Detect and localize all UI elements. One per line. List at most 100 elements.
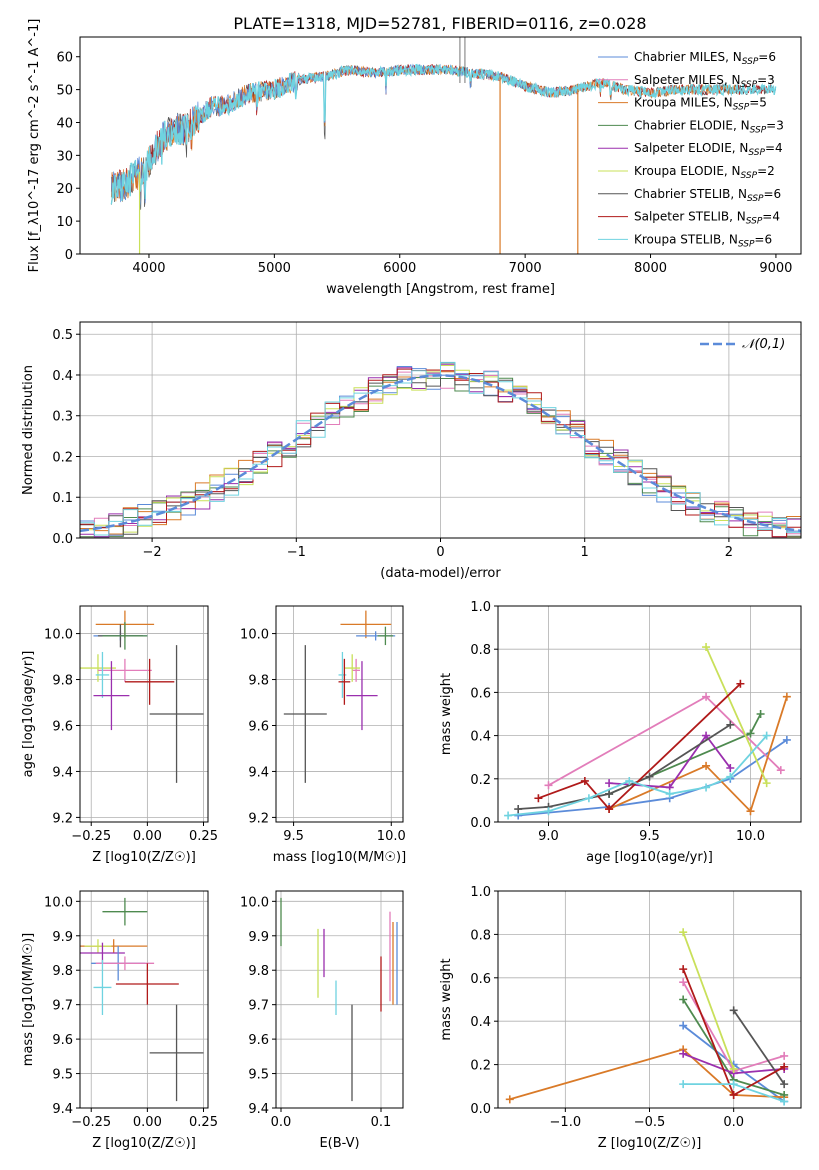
y-axis-label: Flux [f_λ10^-17 erg cm^-2 s^-1 A^-1] <box>27 19 42 273</box>
x-tick-label: 10.0 <box>377 829 406 844</box>
y-axis-label: mass weight <box>439 958 454 1040</box>
errorbar-kroupa_elodie <box>344 654 361 682</box>
weights-chabrier_stelib <box>729 1006 789 1089</box>
plot-area <box>110 37 777 254</box>
plot-area <box>80 610 204 783</box>
weights-marker <box>762 779 771 788</box>
errorbar-salpeter_miles <box>97 658 152 682</box>
y-tick-label: 0.3 <box>52 410 73 425</box>
y-tick-label: 9.4 <box>52 765 73 780</box>
y-tick-label: 0.0 <box>52 532 73 547</box>
x-tick-label: 0 <box>436 545 444 560</box>
weights-line <box>548 695 782 787</box>
weights-kroupa_elodie <box>702 643 771 788</box>
weights-line <box>508 735 768 817</box>
y-tick-label: 9.6 <box>248 1033 269 1048</box>
x-axis-label: (data-model)/error <box>380 566 501 581</box>
weights-marker <box>584 794 593 803</box>
errorbar-kroupa_stelib <box>93 959 112 1015</box>
y-tick-label: 9.6 <box>52 1033 73 1048</box>
weights-marker <box>746 729 755 738</box>
y-tick-label: 0.2 <box>470 1059 491 1074</box>
weights-line <box>509 1048 785 1101</box>
chart-ebv_mass: 0.0 0.1 9.4 9.5 9.6 9.7 9.8 9.9 10.0 E(B-V) <box>240 890 404 1151</box>
x-axis-label: Z [log10(Z/Z☉)] <box>598 1136 702 1151</box>
y-axis-label: age [log10(age/yr)] <box>21 651 36 778</box>
y-tick-label: 9.8 <box>248 964 269 979</box>
x-tick-label: 0.25 <box>189 829 218 844</box>
x-tick-label: 0.1 <box>371 1115 392 1130</box>
weights-marker <box>736 679 745 688</box>
y-tick-label: 9.4 <box>52 1102 73 1117</box>
errorbar-kroupa_elodie <box>80 654 116 682</box>
weights-marker <box>780 1097 789 1106</box>
weights-line <box>518 724 731 810</box>
weights-marker <box>729 1080 738 1089</box>
weights-marker <box>702 783 711 792</box>
x-tick-label: −2 <box>143 545 162 560</box>
axes-frame <box>275 605 404 823</box>
errorbar-salpeter_elodie <box>93 661 130 731</box>
x-axis-label: Z [log10(Z/Z☉)] <box>92 850 196 865</box>
chart-age_weight: 9.0 9.5 10.0 0.0 0.2 0.4 0.6 0.8 1.0 age [log10(a… <box>439 600 802 865</box>
weights-marker <box>679 995 688 1004</box>
y-tick-label: 0.6 <box>470 972 491 987</box>
weights-marker <box>746 807 755 816</box>
weights-marker <box>505 1095 514 1104</box>
legend-label-salpeter_stelib: Salpeter STELIB, NSSP=4 <box>634 210 780 227</box>
x-tick-label: 9.0 <box>538 829 559 844</box>
weights-marker <box>780 1062 789 1071</box>
errorbar-kroupa_stelib <box>95 651 110 698</box>
weights-marker <box>782 735 791 744</box>
plot-area <box>280 897 398 1102</box>
y-tick-label: 9.4 <box>248 1102 269 1117</box>
x-axis-label: E(B-V) <box>319 1136 359 1151</box>
weights-salpeter_elodie <box>605 731 735 792</box>
y-tick-label: 0.1 <box>52 491 73 506</box>
weights-marker <box>726 772 735 781</box>
errorbar-salpeter_elodie <box>346 661 378 731</box>
weights-marker <box>726 764 735 772</box>
plot-area <box>505 928 789 1106</box>
errorbar-kroupa_stelib <box>338 651 347 698</box>
x-tick-label: 8000 <box>634 261 667 276</box>
x-tick-label: 0.00 <box>133 829 162 844</box>
weights-marker <box>679 1021 688 1030</box>
plot-area <box>80 897 204 1102</box>
legend-label-kroupa_stelib: Kroupa STELIB, NSSP=6 <box>634 232 772 249</box>
x-tick-label: 4000 <box>132 261 165 276</box>
x-tick-label: −1 <box>287 545 306 560</box>
errorbar-kroupa_elodie <box>84 939 112 953</box>
y-tick-label: 0.0 <box>470 1102 491 1117</box>
y-tick-label: 1.0 <box>470 600 491 615</box>
weights-marker <box>605 789 614 798</box>
errorbar-chabrier_elodie <box>102 622 148 650</box>
figure-title: PLATE=1318, MJD=52781, FIBERID=0116, z=0… <box>233 14 646 33</box>
x-tick-label: 0.0 <box>723 1115 744 1130</box>
x-tick-label: −1.0 <box>550 1115 582 1130</box>
y-tick-label: 0.0 <box>470 816 491 831</box>
y-tick-label: 20 <box>56 182 73 197</box>
legend-label-chabrier_stelib: Chabrier STELIB, NSSP=6 <box>634 187 781 204</box>
axes-frame <box>79 605 209 823</box>
axes-frame <box>79 36 802 255</box>
normal-curve <box>80 374 801 533</box>
y-tick-label: 9.8 <box>248 674 269 689</box>
y-tick-label: 0.5 <box>52 328 73 343</box>
weights-marker <box>762 731 771 740</box>
hist-kroupa_stelib <box>80 361 801 536</box>
y-tick-label: 10.0 <box>44 895 73 910</box>
weights-marker <box>726 720 735 729</box>
x-tick-label: 9.5 <box>639 829 660 844</box>
weights-salpeter_stelib <box>534 679 745 814</box>
errorbar-salpeter_stelib <box>124 658 175 705</box>
weights-marker <box>534 794 543 803</box>
weights-salpeter_miles <box>544 692 785 790</box>
weights-kroupa_miles <box>605 692 791 816</box>
y-tick-label: 9.9 <box>248 930 269 945</box>
y-tick-label: 9.9 <box>52 930 73 945</box>
x-tick-label: 0.00 <box>133 1115 162 1130</box>
errorbar-chabrier_stelib <box>283 645 327 783</box>
y-tick-label: 60 <box>56 51 73 66</box>
